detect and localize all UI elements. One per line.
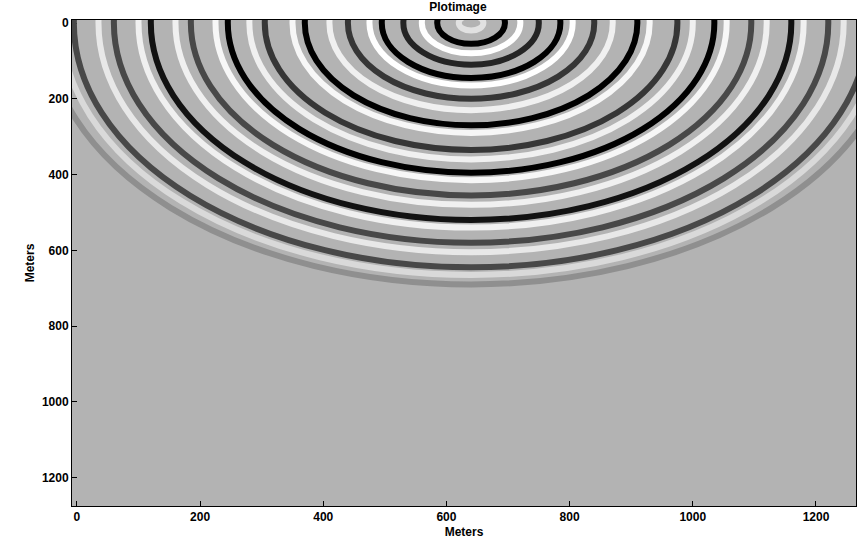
svg-text:Meters: Meters — [23, 243, 37, 282]
svg-text:400: 400 — [49, 168, 69, 182]
svg-text:200: 200 — [190, 510, 210, 524]
svg-text:0: 0 — [74, 510, 81, 524]
svg-text:1200: 1200 — [42, 471, 69, 485]
svg-text:Meters: Meters — [445, 525, 484, 539]
svg-text:1000: 1000 — [679, 510, 706, 524]
svg-text:800: 800 — [560, 510, 580, 524]
svg-text:1000: 1000 — [42, 395, 69, 409]
svg-text:200: 200 — [49, 92, 69, 106]
svg-text:600: 600 — [436, 510, 456, 524]
svg-text:1200: 1200 — [803, 510, 830, 524]
svg-text:800: 800 — [49, 319, 69, 333]
svg-text:600: 600 — [49, 244, 69, 258]
svg-text:0: 0 — [62, 16, 69, 30]
svg-text:Plotimage: Plotimage — [429, 0, 487, 14]
svg-text:400: 400 — [313, 510, 333, 524]
